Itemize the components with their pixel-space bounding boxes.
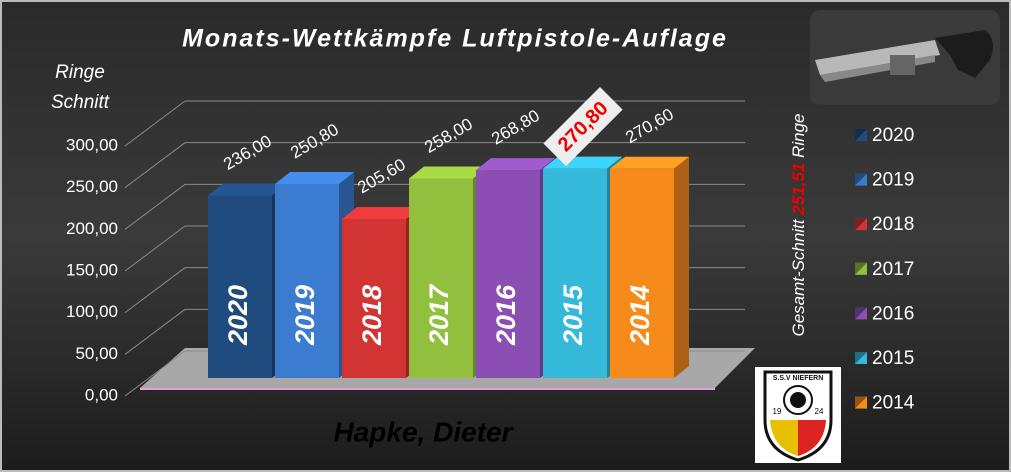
legend-swatch-shade: [855, 173, 867, 186]
legend-swatch-shade: [855, 262, 867, 275]
legend-swatch-shade: [855, 352, 867, 364]
bar-top: [342, 207, 421, 220]
legend-label: 2015: [872, 348, 914, 369]
bar-category-label: 2018: [357, 285, 387, 346]
y-tick-label: 300,00: [66, 135, 118, 154]
legend-swatch-shade: [855, 307, 867, 320]
bar: [476, 170, 540, 378]
bar: [610, 168, 674, 378]
y-axis-label: Ringe: [55, 62, 105, 83]
bar-category-label: 2020: [223, 285, 253, 346]
logo-year: 19: [773, 407, 782, 416]
legend-label: 2019: [872, 170, 914, 191]
club-logo: S.S.V NIEFERN 19 24: [755, 367, 841, 463]
bar-side: [674, 156, 689, 378]
bar-category-label: 2019: [290, 285, 320, 346]
legend-label: 2014: [872, 393, 915, 414]
shooter-name: Hapke, Dieter: [334, 416, 515, 447]
grid-line: [124, 100, 186, 147]
y-axis-label: Schnitt: [51, 92, 110, 113]
average-annotation: Gesamt-Schnitt 251,51 Ringe: [789, 113, 808, 336]
annotation-value: 251,51: [789, 163, 808, 216]
bar: [275, 184, 339, 378]
annotation-suffix: Ringe: [789, 113, 808, 157]
bar-top: [208, 183, 287, 196]
pistol-image: [810, 10, 1000, 105]
y-tick-label: 50,00: [75, 344, 118, 363]
bar-top: [476, 158, 555, 171]
bar-category-label: 2015: [558, 284, 588, 346]
bar-category-label: 2014: [625, 285, 655, 346]
logo-year: 24: [815, 407, 824, 416]
y-tick-label: 250,00: [66, 177, 118, 196]
y-tick-label: 150,00: [66, 260, 118, 279]
bar-top: [275, 172, 354, 185]
y-tick-label: 200,00: [66, 219, 118, 238]
bar: [342, 219, 406, 378]
bar-top: [610, 156, 689, 169]
bar-category-label: 2016: [491, 284, 521, 346]
grid-line: [124, 350, 186, 397]
y-tick-label: 0,00: [85, 385, 118, 404]
legend-label: 2020: [872, 125, 914, 146]
grid-line: [124, 142, 186, 189]
grid-line: [124, 267, 186, 314]
legend-swatch-shade: [855, 396, 867, 409]
annotation-prefix: Gesamt-Schnitt: [789, 218, 808, 336]
bar-category-label: 2017: [424, 283, 454, 346]
legend-swatch-shade: [855, 218, 867, 231]
legend-label: 2017: [872, 259, 914, 280]
grid-line: [124, 308, 186, 355]
grid-line: [124, 225, 186, 272]
y-tick-label: 100,00: [66, 302, 118, 321]
legend-swatch-shade: [855, 129, 867, 141]
legend-label: 2018: [872, 214, 914, 235]
legend-label: 2016: [872, 303, 914, 324]
bar-top: [409, 166, 488, 179]
bar: [409, 178, 473, 378]
highlight-box: [543, 86, 623, 167]
logo-text: S.S.V NIEFERN: [773, 375, 824, 382]
bar: [208, 195, 272, 378]
bar: [543, 168, 607, 378]
grid-line: [124, 183, 186, 230]
chart-title: Monats-Wettkämpfe Luftpistole-Auflage: [182, 25, 728, 53]
